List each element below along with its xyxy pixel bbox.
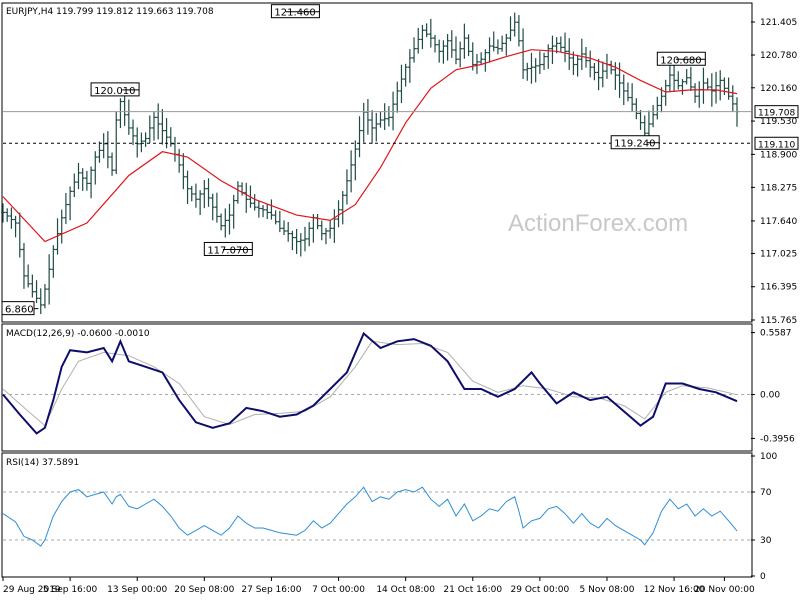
price-panel-frame: [1, 2, 753, 323]
callout-label: 117.070: [207, 245, 248, 256]
x-axis-label: 29 Oct 00:00: [511, 585, 570, 595]
price-layer: 121.460 120.010 120.680 119.240 117.070 6.860: [1, 4, 751, 316]
current-price-label: 119.708: [758, 109, 795, 119]
x-axis-label: 29 Aug 2019: [3, 585, 61, 595]
rsi-line: [2, 486, 738, 547]
watermark: ActionForex.com: [508, 210, 688, 237]
level-price-label: 119.110: [758, 140, 795, 150]
rsi-panel-frame: [1, 452, 753, 578]
rsi-axis-label: 100: [760, 452, 777, 462]
callout-box: [270, 4, 320, 19]
rsi-axis-label: 0: [760, 572, 766, 582]
price-axis-label: 118.900: [760, 150, 797, 160]
price-callout: 6.860: [1, 301, 39, 316]
moving-average-line: [2, 49, 738, 243]
axis-layer: 121.405 120.780 120.160 119.530 118.900 118.2…: [2, 18, 799, 595]
callout-label: 120.010: [94, 86, 135, 97]
price-callout: 119.240: [610, 135, 660, 150]
price-axis-label: 121.405: [760, 18, 797, 28]
x-axis-label: 5 Nov 08:00: [580, 585, 635, 595]
macd-layer: [2, 331, 751, 435]
x-axis-label: 20 Nov 00:00: [694, 585, 755, 595]
price-axis-label: 118.275: [760, 183, 797, 193]
x-axis-label: 21 Oct 16:00: [443, 585, 502, 595]
price-axis-label: 115.765: [760, 316, 797, 326]
macd-axis-label: 0.00: [760, 391, 780, 401]
price-callout: 121.460: [270, 4, 320, 19]
price-axis-label: 119.530: [760, 117, 797, 127]
callout-label: 121.460: [274, 8, 315, 19]
x-axis-label: 13 Sep 00:00: [107, 585, 167, 595]
price-callout: 120.010: [90, 82, 140, 97]
price-axis-label: 120.780: [760, 51, 797, 61]
level-price-box: [754, 136, 799, 150]
price-axis-label: 120.160: [760, 84, 797, 94]
callout-label: 119.240: [614, 139, 655, 150]
rsi-axis-label: 30: [760, 536, 772, 546]
price-callout: 117.070: [203, 241, 253, 256]
callout-label: 120.680: [660, 55, 701, 66]
macd-axis-label: 0.5587: [760, 329, 792, 339]
rsi-axis-label: 70: [760, 488, 772, 498]
x-axis-label: 7 Oct 00:00: [312, 585, 365, 595]
current-price-box: [754, 105, 799, 119]
price-callout: 120.680: [656, 51, 706, 66]
rsi-layer: [2, 486, 751, 547]
macd-line: [2, 331, 738, 435]
x-axis-label: 12 Nov 16:00: [644, 585, 705, 595]
price-axis-label: 116.395: [760, 283, 797, 293]
price-axis-label: 117.025: [760, 249, 797, 259]
rsi-header: RSI(14) 37.5891: [6, 458, 79, 468]
x-axis-label: 20 Sep 08:00: [174, 585, 234, 595]
x-axis-label: 5 Sep 16:00: [43, 585, 98, 595]
macd-axis-label: -0.3956: [760, 434, 795, 444]
x-axis-label: 27 Sep 16:00: [241, 585, 301, 595]
macd-panel-frame: [1, 323, 753, 452]
price-header: EURJPY,H4 119.799 119.812 119.663 119.70…: [6, 7, 214, 17]
macd-header: MACD(12,26,9) -0.0600 -0.0010: [6, 329, 150, 339]
x-axis-label: 14 Oct 08:00: [376, 585, 435, 595]
callout-label: 6.860: [5, 305, 34, 316]
price-axis-label: 117.640: [760, 217, 797, 227]
